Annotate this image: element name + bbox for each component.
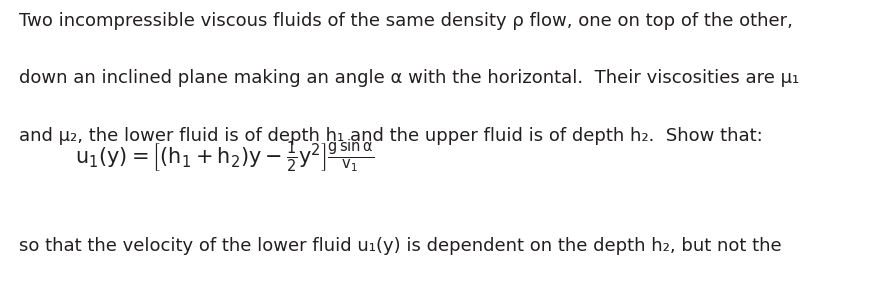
Text: $\mathrm{u_1(y)} = \left[\mathrm{(h_1 + h_2)y} - \frac{1}{2}\mathrm{y^2}\right]\: $\mathrm{u_1(y)} = \left[\mathrm{(h_1 + …: [75, 138, 374, 175]
Text: and μ₂, the lower fluid is of depth h₁ and the upper fluid is of depth h₂.  Show: and μ₂, the lower fluid is of depth h₁ a…: [19, 127, 763, 145]
Text: Two incompressible viscous fluids of the same density ρ flow, one on top of the : Two incompressible viscous fluids of the…: [19, 12, 793, 30]
Text: so that the velocity of the lower fluid u₁(y) is dependent on the depth h₂, but : so that the velocity of the lower fluid …: [19, 237, 782, 255]
Text: down an inclined plane making an angle α with the horizontal.  Their viscosities: down an inclined plane making an angle α…: [19, 69, 800, 87]
